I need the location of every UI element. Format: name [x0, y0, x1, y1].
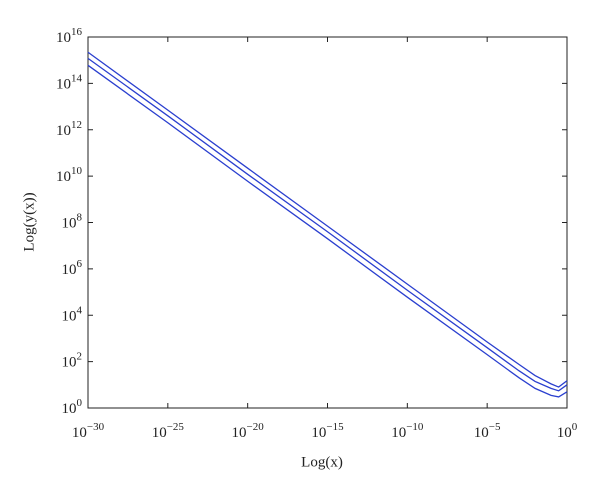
x-tick-label: 10−15 — [311, 421, 344, 442]
y-tick-label: 104 — [62, 304, 83, 325]
y-tick-label: 106 — [62, 257, 83, 278]
x-tick-label: 10−25 — [152, 421, 185, 442]
x-tick-label: 100 — [557, 421, 578, 442]
data-line — [87, 51, 568, 388]
data-line — [87, 57, 568, 392]
y-tick-label: 102 — [62, 350, 83, 371]
y-tick-label: 1014 — [56, 72, 83, 93]
y-tick-label: 1010 — [56, 165, 83, 186]
y-tick-label: 108 — [62, 211, 83, 232]
x-axis-label: Log(x) — [301, 454, 343, 470]
x-tick-label: 10−30 — [72, 421, 105, 442]
y-tick-label: 1016 — [56, 26, 83, 47]
x-tick-label: 10−10 — [391, 421, 424, 442]
plot-frame — [87, 36, 568, 409]
y-tick-label: 1012 — [56, 118, 82, 139]
data-line — [87, 64, 568, 398]
y-tick-label: 100 — [62, 397, 83, 418]
x-tick-label: 10−20 — [232, 421, 265, 442]
x-tick-label: 10−5 — [474, 421, 501, 442]
y-axis-label: Log(y(x)) — [21, 192, 37, 251]
